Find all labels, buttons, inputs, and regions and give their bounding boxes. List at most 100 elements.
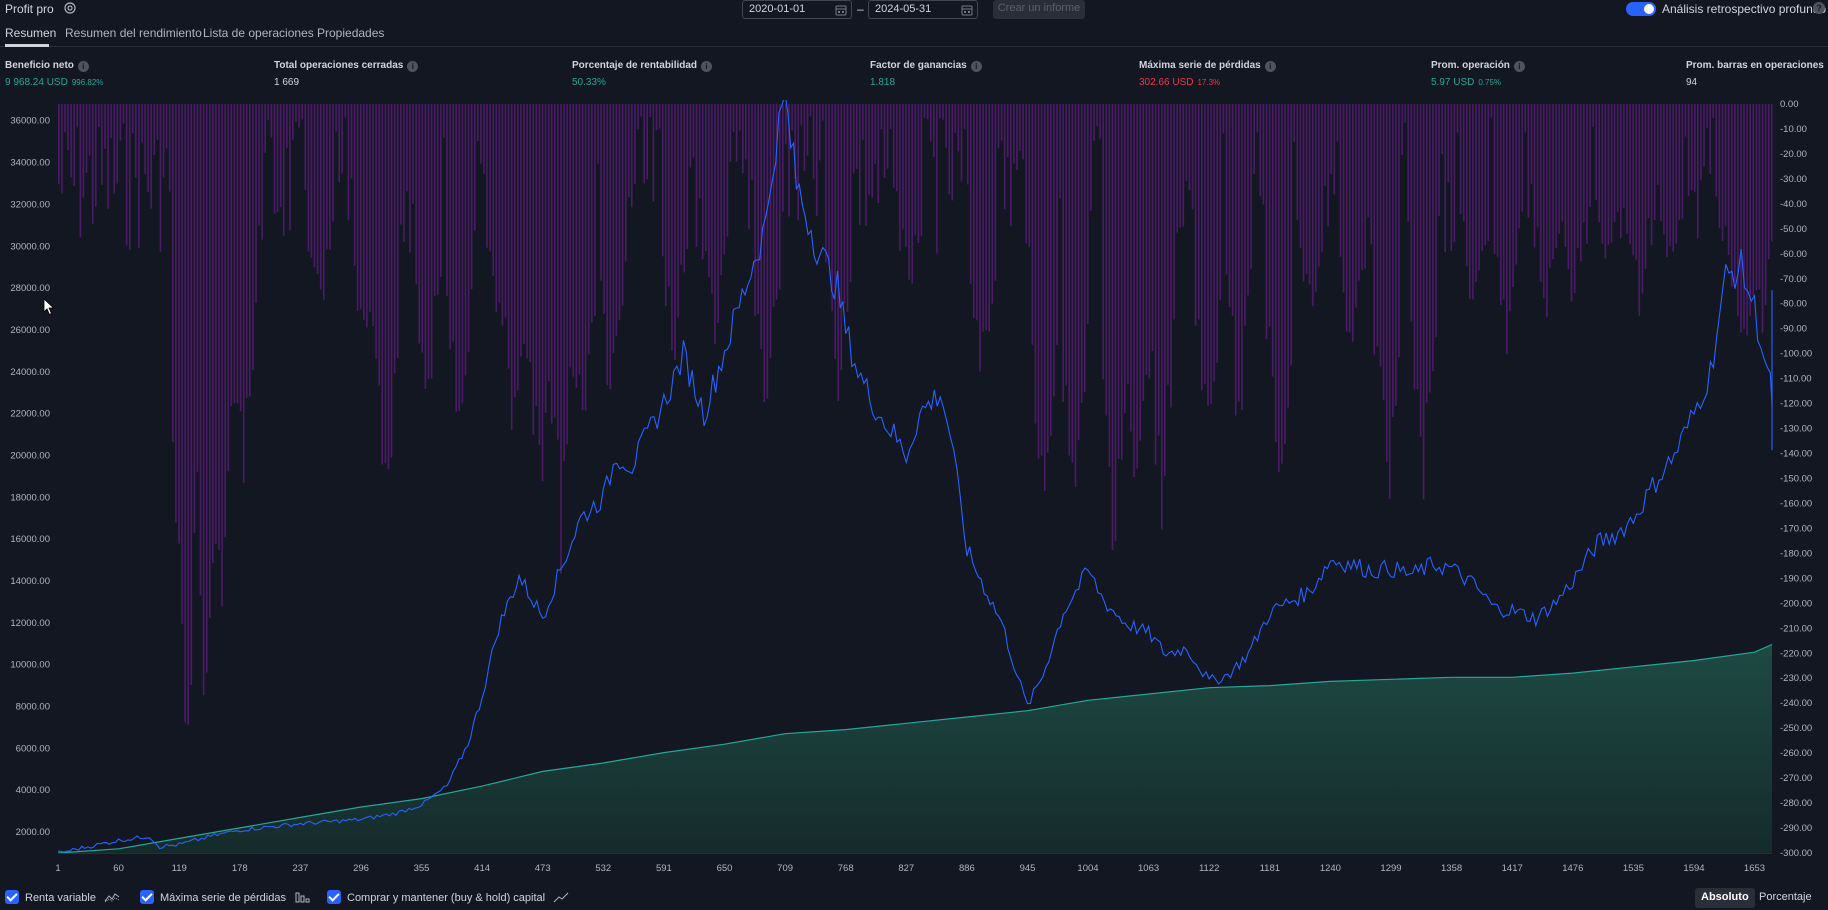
- drawdown-bar: [221, 104, 223, 607]
- start-date-field[interactable]: 2020-01-01: [742, 0, 852, 19]
- drawdown-bar: [273, 104, 276, 214]
- drawdown-bar: [95, 104, 97, 207]
- drawdown-bar: [1127, 104, 1129, 384]
- end-date-field[interactable]: 2024-05-31: [868, 0, 978, 19]
- help-icon[interactable]: ?: [1813, 2, 1825, 14]
- drawdown-bar: [692, 104, 695, 158]
- drawdown-bar: [600, 104, 602, 281]
- right-axis-tick-label: -210.00: [1780, 623, 1812, 634]
- right-axis-tick-label: -280.00: [1780, 798, 1812, 809]
- drawdown-bar: [455, 104, 457, 412]
- x-axis-tick-label: 119: [172, 863, 187, 874]
- info-icon[interactable]: i: [407, 61, 419, 72]
- drawdown-bar: [634, 104, 636, 184]
- drawdown-bar: [591, 104, 593, 323]
- drawdown-bar: [1250, 104, 1252, 269]
- drawdown-bar: [1370, 104, 1373, 245]
- legend-label: Máxima serie de pérdidas: [160, 892, 286, 904]
- drawdown-bar: [1675, 104, 1678, 244]
- info-icon[interactable]: i: [1264, 61, 1276, 72]
- drawdown-bar: [1413, 104, 1416, 390]
- metric-label: Total operaciones cerradas: [274, 60, 404, 71]
- absolute-mode-button[interactable]: Absoluto: [1695, 888, 1755, 908]
- drawdown-bar: [1533, 104, 1536, 248]
- info-icon[interactable]: i: [970, 61, 982, 72]
- drawdown-bar: [843, 104, 846, 304]
- drawdown-bar: [1490, 104, 1493, 118]
- drawdown-bar: [637, 104, 639, 130]
- drawdown-bar: [1056, 104, 1058, 346]
- create-report-button[interactable]: Crear un informe: [993, 0, 1085, 19]
- drawdown-bar: [1746, 104, 1748, 336]
- drawdown-bar: [1053, 104, 1055, 397]
- checkbox[interactable]: [327, 890, 341, 904]
- checkbox[interactable]: [140, 890, 154, 904]
- metric-label: Prom. operación: [1431, 60, 1510, 71]
- legend-equity[interactable]: Renta variable: [5, 890, 120, 904]
- drawdown-bar: [480, 104, 482, 164]
- tab-summary[interactable]: Resumen: [5, 26, 57, 40]
- drawdown-bar: [1561, 104, 1564, 222]
- drawdown-bar: [1694, 104, 1696, 192]
- drawdown-bar: [1416, 104, 1419, 390]
- drawdown-bar: [1302, 104, 1305, 282]
- drawdown-bar: [162, 104, 165, 178]
- info-icon[interactable]: i: [77, 61, 89, 72]
- deep-backtest-toggle[interactable]: [1626, 2, 1656, 16]
- drawdown-bar: [748, 104, 750, 229]
- drawdown-bar: [1737, 104, 1739, 316]
- drawdown-bar: [649, 104, 652, 117]
- drawdown-bar: [566, 104, 568, 445]
- right-axis-tick-label: -100.00: [1780, 349, 1812, 360]
- drawdown-bar: [1136, 104, 1138, 469]
- tab-trade-list[interactable]: Lista de operaciones: [203, 26, 314, 40]
- drawdown-bar: [1016, 104, 1018, 170]
- calendar-icon[interactable]: [835, 4, 847, 16]
- percentage-mode-button[interactable]: Porcentaje: [1759, 891, 1812, 903]
- legend-drawdown[interactable]: Máxima serie de pérdidas: [140, 890, 310, 904]
- drawdown-bar: [1182, 104, 1185, 227]
- drawdown-bar: [1327, 104, 1329, 227]
- drawdown-bar: [236, 104, 239, 404]
- equity-chart[interactable]: 2000.00 4000.00 6000.00 8000.00 10000.00 1200…: [0, 100, 1828, 890]
- info-icon[interactable]: i: [701, 61, 713, 72]
- drawdown-bar: [658, 104, 661, 129]
- drawdown-bar: [1543, 104, 1545, 299]
- drawdown-bar: [369, 104, 371, 312]
- drawdown-bar: [1275, 104, 1277, 442]
- drawdown-bar: [424, 104, 427, 389]
- drawdown-bar: [1253, 104, 1255, 174]
- drawdown-bar: [1000, 104, 1003, 141]
- drawdown-bar: [557, 104, 559, 440]
- drawdown-bar: [483, 104, 485, 174]
- drawdown-bar: [1481, 104, 1483, 251]
- drawdown-bar: [1157, 104, 1160, 436]
- gear-icon[interactable]: [63, 1, 77, 15]
- right-axis-tick-label: -110.00: [1780, 374, 1812, 385]
- tab-properties[interactable]: Propiedades: [317, 26, 385, 40]
- drawdown-bar: [886, 104, 889, 169]
- drawdown-bar: [430, 104, 433, 379]
- drawdown-bar: [1518, 104, 1520, 229]
- drawdown-bar: [1120, 104, 1123, 460]
- drawdown-bar: [1564, 104, 1567, 247]
- drawdown-bar: [501, 104, 504, 326]
- calendar-icon[interactable]: [961, 4, 973, 16]
- right-axis-tick-label: -70.00: [1780, 274, 1807, 285]
- checkbox[interactable]: [5, 890, 19, 904]
- drawdown-bar: [1502, 104, 1505, 300]
- drawdown-bar: [1271, 104, 1274, 377]
- tab-performance-summary[interactable]: Resumen del rendimiento: [65, 26, 202, 40]
- metric-max-drawdown: Máxima serie de pérdidas i 302.66 USD 17.3…: [1139, 60, 1276, 88]
- drawdown-bar: [1761, 104, 1764, 333]
- drawdown-bar: [1278, 104, 1280, 473]
- info-icon[interactable]: i: [1513, 61, 1525, 72]
- chart-canvas[interactable]: 2000.004000.006000.008000.0010000.001200…: [0, 100, 1828, 890]
- drawdown-bar: [261, 104, 263, 240]
- drawdown-bar: [1345, 104, 1348, 332]
- drawdown-bar: [1706, 104, 1708, 129]
- drawdown-bar: [778, 104, 781, 290]
- drawdown-bar: [61, 104, 63, 194]
- drawdown-bar: [190, 104, 193, 685]
- legend-buy-hold[interactable]: Comprar y mantener (buy & hold) capital: [327, 890, 569, 904]
